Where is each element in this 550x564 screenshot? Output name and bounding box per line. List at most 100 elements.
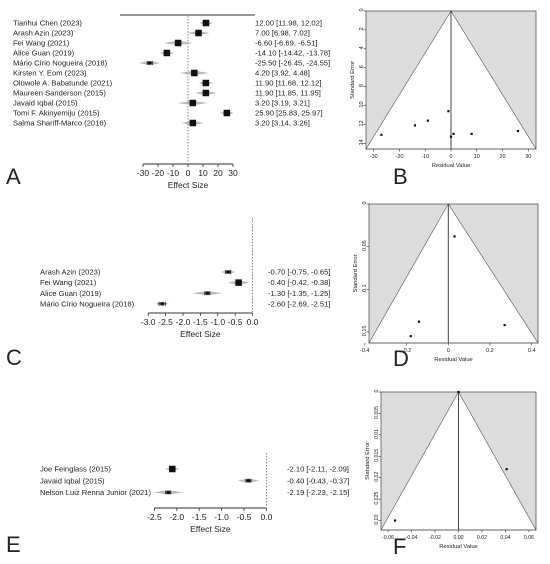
funnel-f-x-tick-label-3: 0.00 — [453, 535, 463, 541]
forest-a-study-label-6: Oluwole A. Babatunde (2021) — [13, 79, 113, 88]
funnel-b-y-tick-label-4: 8 — [359, 84, 365, 87]
funnel-b-y-tick-label-1: 2 — [359, 27, 365, 30]
forest-a-point-7 — [202, 89, 210, 97]
funnel-b-y-axis-label: Standard Error — [350, 61, 356, 99]
funnel-f-x-tick-label-0: -0.06 — [382, 535, 394, 541]
funnel-b-x-axis-label: Residual Value — [432, 163, 471, 169]
forest-c-x-axis-label: Effect Size — [180, 329, 221, 339]
funnel-d-frame — [368, 203, 539, 344]
forest-e-x-tick-label-3: -1.0 — [214, 512, 229, 522]
forest-e-x-tick-label-5: 0.0 — [261, 512, 273, 522]
forest-a-value-0: 12.00 [11.98, 12.02] — [255, 19, 322, 28]
funnel-f-y-tick-label-5: 0.025 — [374, 492, 380, 505]
forest-a-value-5: 4.20 [3.92, 4.48] — [255, 69, 310, 78]
funnel-b-x-tick-label-3: 0 — [449, 154, 452, 160]
forest-c-value-2: -1.30 [-1.35, -1.25] — [268, 289, 330, 298]
forest-e-x-tick-label-2: -1.5 — [192, 512, 207, 522]
forest-c-x-tick-label-5: -0.5 — [228, 317, 243, 327]
forest-a-study-label-8: Javaid Iqbal (2015) — [13, 99, 78, 108]
funnel-b-y-tick-label-7: 14 — [359, 139, 365, 145]
funnel-d-point-0 — [453, 235, 456, 238]
forest-c-point-0 — [226, 270, 230, 274]
forest-e-value-2: -2.19 [-2.23, -2.15] — [287, 488, 349, 497]
forest-a-study-label-0: Tianhui Chen (2023) — [13, 19, 82, 28]
funnel-b-x-tick-label-4: 10 — [474, 154, 480, 160]
funnel-b-point-6 — [470, 132, 473, 135]
funnel-b-y-tick-label-0: 0 — [359, 8, 365, 11]
funnel-b-y-tick-label-5: 10 — [359, 101, 365, 107]
forest-e-value-1: -0.40 [-0.43, -0.37] — [287, 476, 349, 485]
forest-a-study-label-7: Maureen Sanderson (2015) — [13, 89, 106, 98]
funnel-b-x-tick-label-1: -20 — [396, 154, 404, 160]
funnel-d-y-axis-label: Standard Error — [353, 254, 359, 292]
forest-a-study-label-4: Mário Círio Nogueira (2018) — [13, 59, 108, 68]
funnel-f-x-tick-label-5: 0.04 — [500, 535, 510, 541]
funnel-b-point-7 — [516, 129, 520, 133]
forest-a-point-6 — [202, 79, 210, 87]
forest-e-study-label-2: Nelson Luiz Renna Junior (2021) — [40, 488, 151, 497]
forest-e-x-tick-label-0: -2.5 — [147, 512, 162, 522]
funnel-b-point-2 — [426, 119, 429, 122]
funnel-f-x-tick-label-1: -0.04 — [406, 535, 418, 541]
forest-a-study-label-3: Alice Guan (2019) — [13, 49, 75, 58]
forest-a-x-tick-label-4: 10 — [198, 168, 208, 178]
funnel-f-y-tick-label-4: 0.02 — [374, 472, 380, 482]
funnel-b-x-tick-label-0: -30 — [370, 154, 378, 160]
panel-letter-e: E — [6, 532, 21, 557]
funnel-d-point-3 — [503, 323, 506, 327]
forest-e-study-label-0: Joe Feinglass (2015) — [40, 465, 111, 474]
forest-c-study-label-1: Fei Wang (2021) — [40, 278, 97, 287]
forest-a-study-label-2: Fei Wang (2021) — [13, 39, 70, 48]
forest-e-x-tick-label-4: -0.5 — [237, 512, 252, 522]
forest-a-point-9 — [223, 109, 231, 117]
forest-a-study-label-1: Arash Azin (2023) — [13, 29, 74, 38]
forest-c-x-tick-label-1: -2.5 — [158, 317, 173, 327]
funnel-d-x-tick-label-2: 0 — [447, 348, 450, 354]
forest-a-point-10 — [189, 119, 197, 127]
funnel-b-x-tick-label-2: -10 — [421, 154, 429, 160]
forest-c-point-1 — [235, 279, 242, 286]
forest-c-value-3: -2.60 [-2.69, -2.51] — [268, 299, 330, 308]
funnel-d-x-tick-label-3: 0.2 — [486, 348, 494, 354]
funnel-f-y-tick-label-0: 0 — [374, 389, 380, 392]
forest-a-value-3: -14.10 [-14.42, -13.78] — [255, 49, 330, 58]
forest-c-x-tick-label-0: -3.0 — [141, 317, 156, 327]
forest-a-value-1: 7.00 [6.98, 7.02] — [255, 29, 310, 38]
forest-c-x-tick-label-6: 0.0 — [247, 317, 259, 327]
forest-a-x-axis-label: Effect Size — [168, 180, 209, 190]
forest-a-x-tick-label-6: 30 — [228, 168, 238, 178]
funnel-d-y-tick-label-3: 0.15 — [362, 326, 368, 337]
forest-c-value-1: -0.40 [-0.42, -0.38] — [268, 278, 330, 287]
forest-e-point-0 — [169, 465, 176, 473]
funnel-d-x-tick-label-4: 0.4 — [528, 348, 536, 354]
forest-a-point-5 — [191, 69, 198, 77]
funnel-f-y-tick-label-1: 0.005 — [374, 406, 380, 419]
forest-a-point-3 — [163, 49, 171, 57]
panel-letter-c: C — [6, 345, 22, 370]
forest-a-value-10: 3.20 [3.14, 3.26] — [255, 119, 310, 128]
funnel-d-point-1 — [417, 320, 421, 323]
funnel-f-x-tick-label-4: 0.02 — [477, 535, 487, 541]
funnel-f-y-tick-label-2: 0.01 — [374, 429, 380, 439]
panel-letter-d: D — [393, 346, 409, 371]
panel-letter-b: B — [393, 164, 408, 189]
funnel-f-y-tick-label-6: 0.03 — [374, 514, 380, 524]
forest-a-point-8 — [189, 99, 197, 107]
forest-a-x-tick-label-5: 20 — [213, 168, 223, 178]
forest-e-x-tick-label-1: -2.0 — [169, 512, 184, 522]
funnel-b-y-tick-label-6: 12 — [359, 120, 365, 126]
funnel-f-point-2 — [505, 468, 508, 471]
forest-a-value-4: -25.50 [-26.45, -24.55] — [255, 59, 330, 68]
forest-c-x-tick-label-4: -1.0 — [210, 317, 225, 327]
funnel-d-x-axis-label: Residual Value — [434, 357, 473, 363]
funnel-f-point-0 — [457, 390, 460, 394]
forest-a-value-2: -6.60 [-6.69, -6.51] — [255, 39, 317, 48]
forest-a-point-4 — [148, 61, 152, 65]
forest-c-study-label-2: Alice Guan (2019) — [40, 289, 102, 298]
funnel-b-point-0 — [380, 133, 383, 136]
funnel-b-x-tick-label-6: 30 — [525, 154, 531, 160]
funnel-f-x-tick-label-6: 0.06 — [524, 535, 534, 541]
forest-c-value-0: -0.70 [-0.75, -0.65] — [268, 268, 330, 277]
forest-a-study-label-10: Salma Shariff-Marco (2016) — [13, 119, 107, 128]
